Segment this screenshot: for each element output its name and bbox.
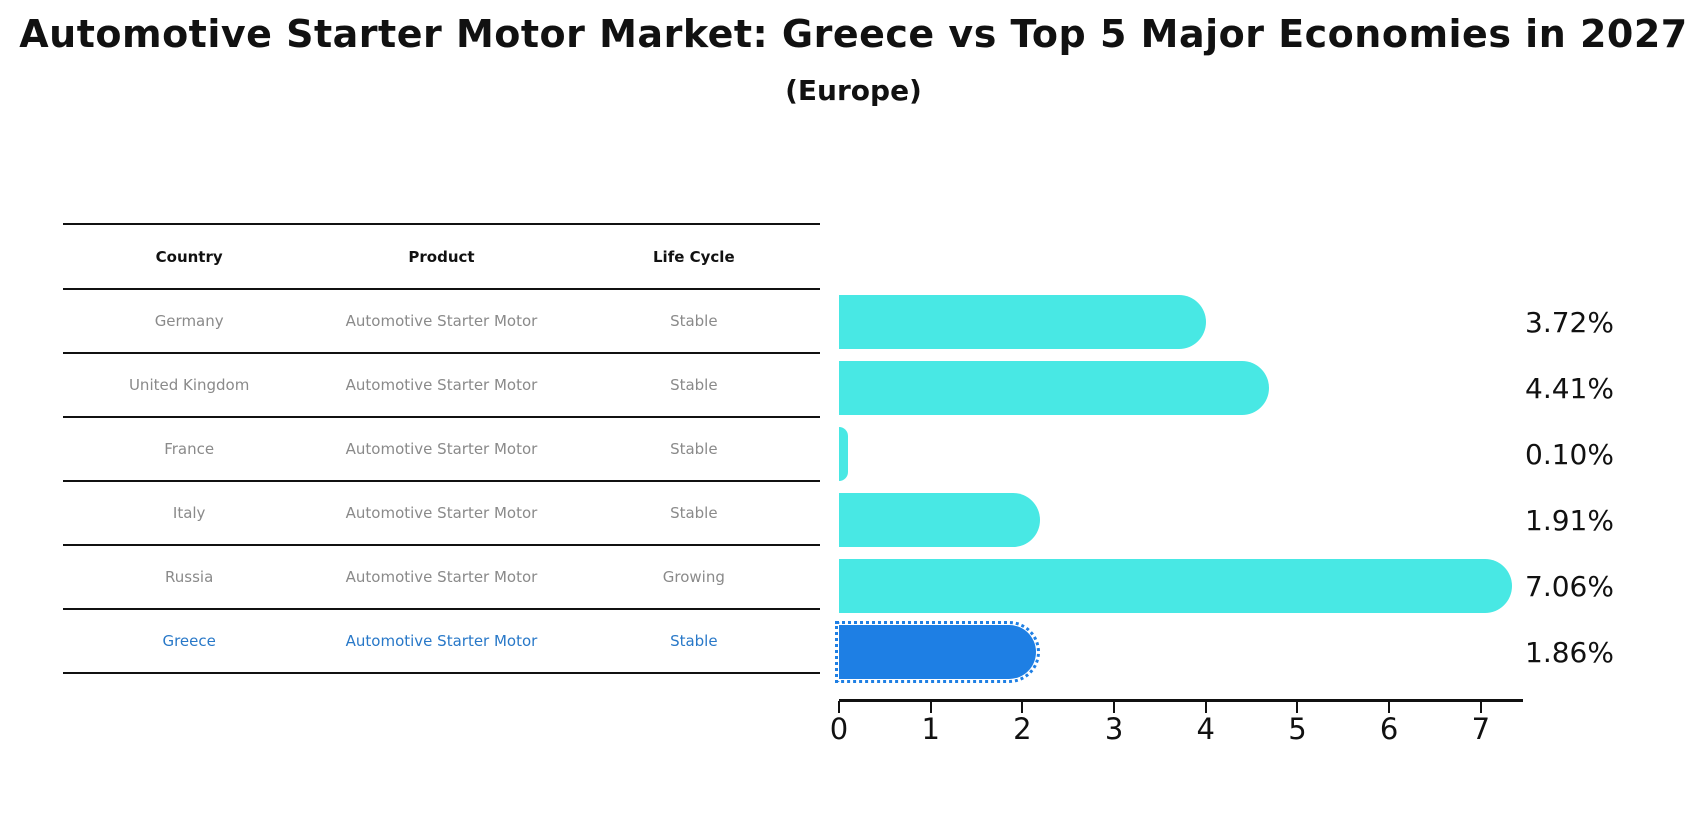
x-axis-tick: [1021, 701, 1024, 713]
table-row-greece-highlighted: Greece Automotive Starter Motor Stable: [63, 610, 820, 674]
x-axis-tick-label: 0: [829, 712, 849, 746]
cell-life-cycle: Growing: [662, 568, 725, 586]
value-label-italy: 1.91%: [1525, 504, 1614, 537]
x-axis-tick: [1388, 701, 1391, 713]
x-axis-tick-label: 3: [1104, 712, 1124, 746]
cell-product: Automotive Starter Motor: [345, 568, 538, 586]
bar-russia: [839, 559, 1513, 613]
cell-life-cycle: Stable: [670, 312, 718, 330]
cell-life-cycle: Stable: [670, 440, 718, 458]
value-label-france: 0.10%: [1525, 438, 1614, 471]
cell-product: Automotive Starter Motor: [345, 440, 538, 458]
x-axis-tick-label: 7: [1471, 712, 1491, 746]
cell-country: Russia: [165, 568, 214, 586]
table-row-italy: Italy Automotive Starter Motor Stable: [63, 482, 820, 546]
cell-product: Automotive Starter Motor: [345, 504, 538, 522]
x-axis-tick: [1204, 701, 1207, 713]
cell-life-cycle: Stable: [670, 632, 718, 650]
column-header-product: Product: [408, 247, 475, 266]
chart-title: Automotive Starter Motor Market: Greece …: [19, 12, 1688, 56]
value-label-germany: 3.72%: [1525, 306, 1614, 339]
x-axis-tick: [929, 701, 932, 713]
x-axis-tick: [1113, 701, 1116, 713]
value-label-russia: 7.06%: [1525, 570, 1614, 603]
table-header-row: Country Product Life Cycle: [63, 225, 820, 290]
bar-greece-highlighted: [835, 621, 1040, 683]
bar-france: [839, 427, 849, 481]
x-axis-tick-label: 5: [1288, 712, 1307, 746]
cell-country: United Kingdom: [128, 376, 250, 394]
cell-product: Automotive Starter Motor: [345, 376, 538, 394]
table-row-united-kingdom: United Kingdom Automotive Starter Motor …: [63, 354, 820, 418]
cell-country: Italy: [172, 504, 206, 522]
column-header-life-cycle: Life Cycle: [653, 247, 735, 266]
cell-life-cycle: Stable: [670, 376, 718, 394]
country-table: Country Product Life Cycle Germany Autom…: [63, 223, 820, 674]
cell-country: France: [164, 440, 215, 458]
chart-subtitle: (Europe): [785, 74, 922, 107]
x-axis-tick: [838, 701, 840, 713]
table-row-france: France Automotive Starter Motor Stable: [63, 418, 820, 482]
cell-country: Greece: [162, 632, 216, 650]
x-axis-line: [839, 699, 1523, 702]
bar-plot-area: 0 1 2 3 4 5 6 7: [830, 0, 1523, 823]
table-row-germany: Germany Automotive Starter Motor Stable: [63, 290, 820, 354]
cell-country: Germany: [154, 312, 224, 330]
bar-united-kingdom: [839, 361, 1270, 415]
cell-product: Automotive Starter Motor: [345, 632, 538, 650]
x-axis-tick-label: 6: [1379, 712, 1399, 746]
bar-germany: [839, 295, 1207, 349]
x-axis-tick-label: 4: [1196, 712, 1215, 746]
column-header-country: Country: [155, 247, 223, 266]
cell-product: Automotive Starter Motor: [345, 312, 538, 330]
x-axis-tick-label: 1: [921, 712, 940, 746]
cell-life-cycle: Stable: [670, 504, 718, 522]
bar-italy: [839, 493, 1041, 547]
table-row-russia: Russia Automotive Starter Motor Growing: [63, 546, 820, 610]
x-axis-tick: [1479, 701, 1482, 713]
x-axis-tick-label: 2: [1013, 712, 1032, 746]
x-axis-tick: [1296, 701, 1299, 713]
value-label-united-kingdom: 4.41%: [1525, 372, 1614, 405]
value-label-greece: 1.86%: [1525, 636, 1614, 669]
